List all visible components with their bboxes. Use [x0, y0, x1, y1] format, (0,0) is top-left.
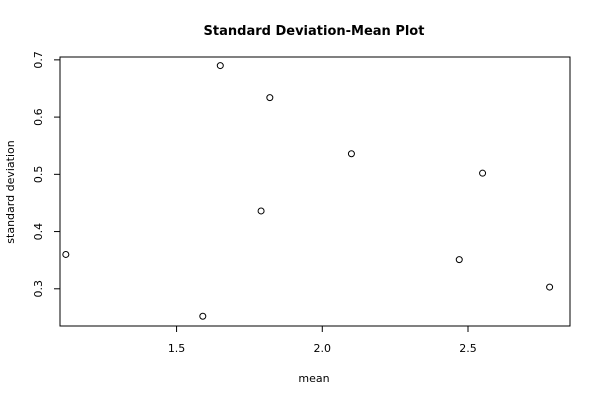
x-tick-label: 1.5: [168, 342, 186, 355]
scatter-point: [347, 150, 355, 158]
scatter-point: [199, 312, 207, 320]
plot-frame: [59, 56, 571, 327]
scatter-point: [62, 250, 70, 258]
y-tick-label: 0.7: [32, 51, 45, 69]
x-axis: 1.5 2.0 2.5: [168, 326, 477, 355]
x-tick-label: 2.5: [459, 342, 477, 355]
y-tick-label: 0.3: [32, 280, 45, 298]
scatter-point: [266, 94, 274, 102]
x-axis-label: mean: [298, 372, 329, 385]
scatter-point: [546, 283, 554, 291]
data-points: [62, 62, 554, 320]
scatter-point: [257, 207, 265, 215]
scatter-point: [479, 169, 487, 177]
scatter-point: [216, 62, 224, 70]
chart-title: Standard Deviation-Mean Plot: [204, 24, 425, 39]
y-axis-label: standard deviation: [4, 140, 17, 243]
y-tick-label: 0.6: [32, 108, 45, 126]
y-axis: 0.3 0.4 0.5 0.6 0.7: [32, 51, 60, 298]
y-tick-label: 0.4: [32, 223, 45, 241]
x-tick-label: 2.0: [314, 342, 332, 355]
y-tick-label: 0.5: [32, 166, 45, 184]
scatter-point: [455, 256, 463, 264]
